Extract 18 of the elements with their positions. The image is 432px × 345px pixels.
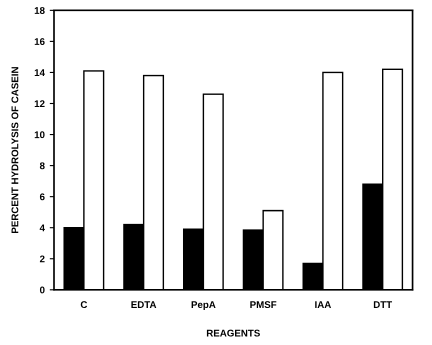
y-tick-label: 0 [40,286,45,294]
x-tick-label: C [80,301,88,308]
y-tick-label: 18 [34,7,45,14]
x-axis-title: REAGENTS [206,330,260,337]
y-tick-label: 12 [34,100,45,108]
x-tick-label: IAA [315,301,332,308]
y-tick-label: 2 [40,255,45,262]
y-tick-label: 6 [40,193,45,200]
x-tick-label: DTT [374,301,392,308]
x-tick-label: EDTA [131,301,156,308]
y-axis-title: PERCENT HYDROLYSIS OF CASEIN [11,67,18,233]
y-tick-label: 8 [40,162,45,170]
x-tick-label: PMSF [250,301,276,308]
y-tick-label: 16 [34,38,45,46]
x-tick-label: PepA [192,301,216,310]
y-tick-label: 4 [40,224,45,232]
y-tick-label: 10 [34,131,45,138]
y-tick-label: 14 [34,69,45,76]
